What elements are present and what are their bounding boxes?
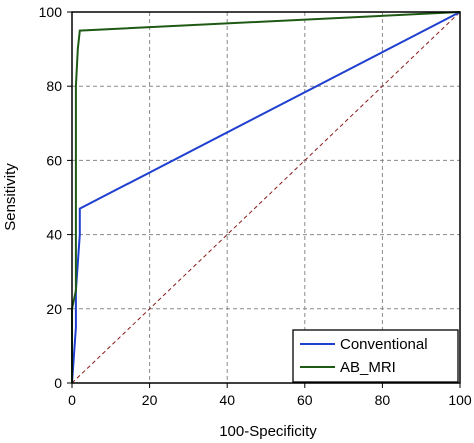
x-tick-label: 80 xyxy=(375,392,391,408)
y-tick-label: 0 xyxy=(54,375,62,391)
y-tick-label: 20 xyxy=(46,301,62,317)
series-line-conventional xyxy=(71,11,461,384)
legend: Conventional AB_MRI xyxy=(292,329,459,383)
x-tick-label: 20 xyxy=(142,392,158,408)
plot-frame xyxy=(71,11,461,384)
y-tick-label: 40 xyxy=(46,227,62,243)
y-tick-label: 60 xyxy=(46,152,62,168)
x-tick-label: 100 xyxy=(448,392,472,408)
y-axis-title: Sensitivity xyxy=(2,163,19,231)
x-axis-title: 100-Specificity xyxy=(219,423,317,440)
reference-diagonal-line xyxy=(71,11,461,384)
legend-label-conventional: Conventional xyxy=(340,336,428,353)
grid-lines xyxy=(72,12,460,383)
y-tick-label: 100 xyxy=(39,4,63,20)
legend-box xyxy=(292,329,459,383)
x-tick-label: 0 xyxy=(68,392,76,408)
x-tick-label: 60 xyxy=(297,392,313,408)
x-tick-label: 40 xyxy=(219,392,235,408)
reference-diagonal-layer xyxy=(71,11,461,384)
axis-ticks: 0 20 40 60 80 100 0 20 40 60 80 100 xyxy=(39,4,472,408)
legend-label-ab-mri: AB_MRI xyxy=(340,359,396,376)
y-tick-label: 80 xyxy=(46,78,62,94)
